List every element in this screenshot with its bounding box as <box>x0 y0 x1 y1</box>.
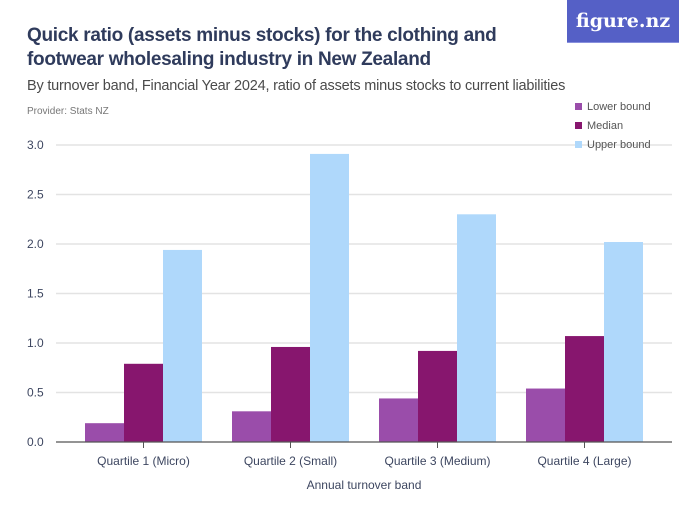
y-tick-label: 3.0 <box>27 138 44 152</box>
x-tick-label: Quartile 2 (Small) <box>244 454 337 468</box>
bar-lower-bound[interactable] <box>85 423 124 442</box>
bar-upper-bound[interactable] <box>457 214 496 442</box>
legend-swatch <box>575 141 582 148</box>
y-tick-label: 2.0 <box>27 237 44 251</box>
x-axis-title: Annual turnover band <box>307 478 422 492</box>
logo-text: figure.nz <box>575 10 671 32</box>
y-tick-label: 1.5 <box>27 287 44 301</box>
bar-median[interactable] <box>565 336 604 442</box>
chart-title: Quick ratio (assets minus stocks) for th… <box>27 25 497 70</box>
bar-median[interactable] <box>124 363 163 442</box>
y-tick-label: 1.0 <box>27 336 44 350</box>
x-tick-label: Quartile 4 (Large) <box>537 454 631 468</box>
figure-nz-logo[interactable]: figure.nz <box>567 0 679 43</box>
legend-swatch <box>575 122 582 129</box>
bar-median[interactable] <box>418 350 457 442</box>
bar-upper-bound[interactable] <box>310 153 349 442</box>
bar-lower-bound[interactable] <box>379 398 418 442</box>
provider-label: Provider: Stats NZ <box>27 106 109 117</box>
y-tick-label: 2.5 <box>27 188 44 202</box>
legend-label: Lower bound <box>587 101 651 113</box>
y-tick-label: 0.0 <box>27 435 44 449</box>
legend-label: Upper bound <box>587 139 651 151</box>
chart-subtitle: By turnover band, Financial Year 2024, r… <box>27 78 566 94</box>
y-tick-label: 0.5 <box>27 386 44 400</box>
bar-lower-bound[interactable] <box>232 411 271 442</box>
bar-median[interactable] <box>271 346 310 442</box>
legend-swatch <box>575 103 582 110</box>
bar-lower-bound[interactable] <box>526 388 565 442</box>
legend-label: Median <box>587 120 623 132</box>
x-tick-label: Quartile 3 (Medium) <box>384 454 490 468</box>
bar-upper-bound[interactable] <box>604 242 643 442</box>
x-tick-label: Quartile 1 (Micro) <box>97 454 190 468</box>
bar-upper-bound[interactable] <box>163 249 202 442</box>
